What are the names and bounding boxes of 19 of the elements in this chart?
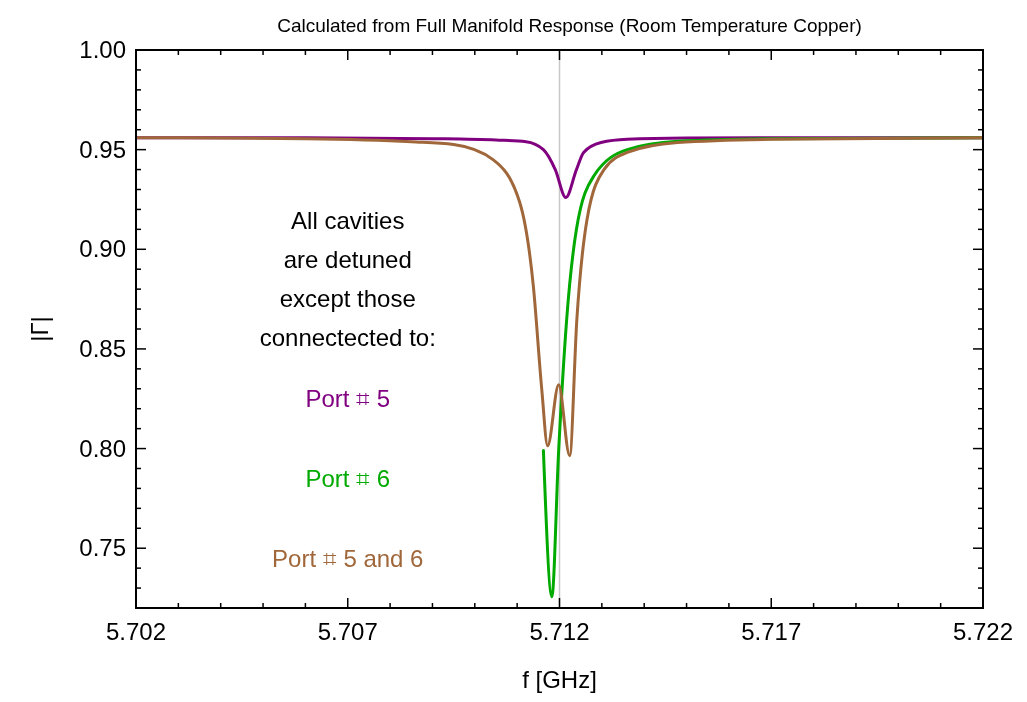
y-tick-label: 1.00 (79, 36, 126, 63)
text: Port ⌗ 5 and 6 (272, 544, 424, 572)
y-axis-title: |Γ| (26, 316, 53, 342)
annotation: All cavities are detuned except those connectected to: (259, 207, 436, 352)
y-tick-label: 0.75 (79, 534, 126, 562)
line-series (136, 136, 983, 458)
y-tick-label: 0.80 (79, 434, 126, 462)
y-tick-label: 0.85 (79, 334, 126, 362)
x-tick-label: 5.717 (741, 618, 802, 645)
text: Port ⌗ 5 (305, 384, 391, 412)
y-tick-label: 0.90 (79, 235, 126, 263)
y-tick-label: 0.95 (79, 135, 126, 163)
chart-title: Calculated from Full Manifold Response (Room Temperature Copper) (277, 15, 862, 36)
x-tick-label: 5.712 (529, 618, 590, 645)
x-axis-title: f [GHz] (522, 666, 597, 693)
text: Port ⌗ 6 (305, 464, 391, 492)
x-tick-label: 5.722 (952, 618, 1014, 645)
x-tick-label: 5.707 (317, 618, 378, 645)
x-tick-label: 5.702 (105, 618, 167, 645)
